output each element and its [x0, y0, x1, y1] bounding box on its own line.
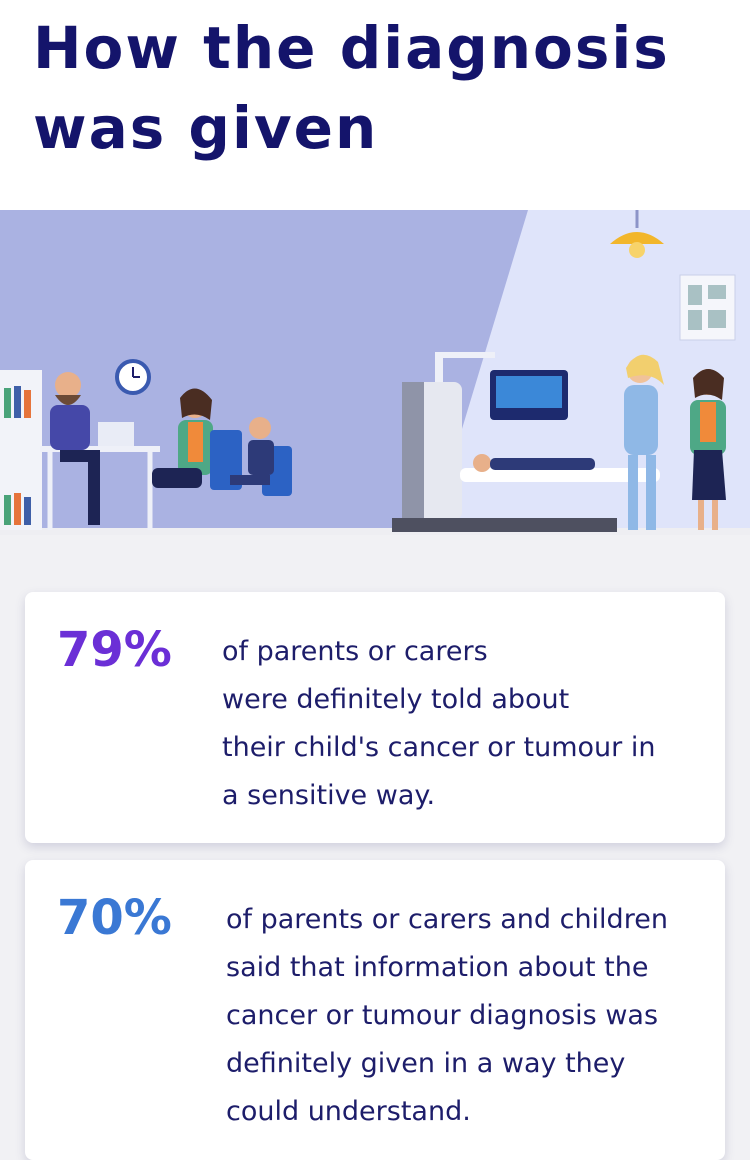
stat-percent: 79% — [57, 622, 172, 678]
stat-description: of parents or carers and children said th… — [226, 896, 668, 1136]
stat-line: their child's cancer or tumour in — [222, 732, 656, 763]
stat-line: cancer or tumour diagnosis was — [226, 1000, 659, 1031]
stat-card: 79% of parents or carers were definitely t… — [25, 592, 725, 843]
stat-line: of parents or carers and children — [226, 904, 668, 935]
stat-card: 70% of parents or carers and children said… — [25, 860, 725, 1160]
stat-line: of parents or carers — [222, 636, 488, 667]
stat-line: said that information about the — [226, 952, 649, 983]
illustration — [0, 210, 750, 535]
stat-description: of parents or carers were definitely told… — [222, 628, 655, 820]
title: How the diagnosis was given — [33, 14, 670, 162]
stat-line: definitely given in a way they — [226, 1048, 626, 1079]
stat-line: could understand. — [226, 1096, 471, 1127]
header: How the diagnosis was given — [0, 0, 750, 210]
stat-line: a sensitive way. — [222, 780, 436, 811]
stat-line: were definitely told about — [222, 684, 570, 715]
stat-percent: 70% — [57, 890, 172, 946]
